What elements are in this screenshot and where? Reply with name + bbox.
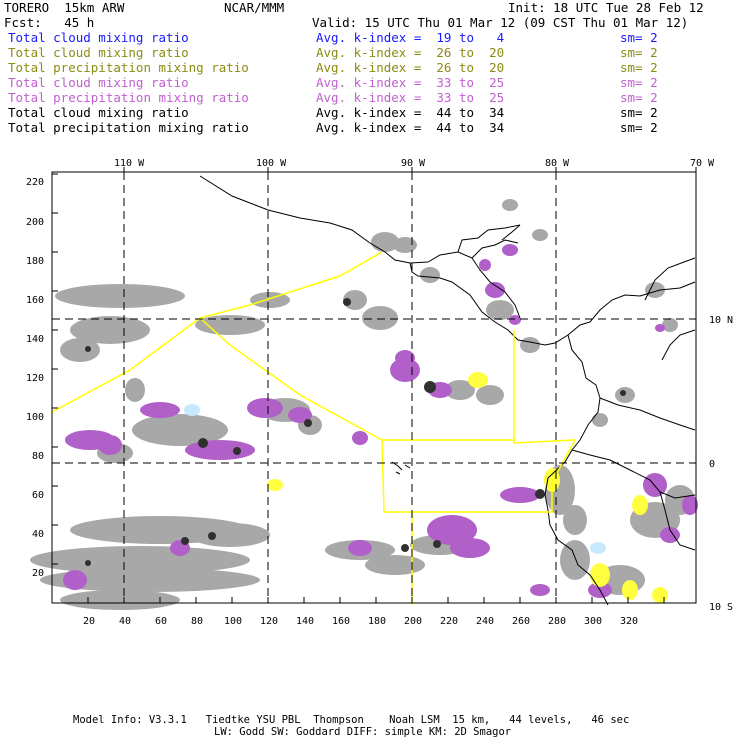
y-tick-label: 100 xyxy=(26,412,44,423)
y-tick-label: 160 xyxy=(26,295,44,306)
legend-kindex: Avg. k-index = 33 to 25 xyxy=(316,75,505,90)
valid-time: Valid: 15 UTC Thu 01 Mar 12 (09 CST Thu … xyxy=(312,15,689,30)
cloud-cores-dark xyxy=(85,298,626,566)
legend-sm: sm= 2 xyxy=(620,60,658,75)
y-tick-label: 20 xyxy=(32,568,44,579)
lon-label: 90 W xyxy=(401,158,426,169)
y-tick-label: 180 xyxy=(26,256,44,267)
lat-label: 10 N xyxy=(709,315,733,326)
lat-label: 10 S xyxy=(709,602,733,613)
organization: NCAR/MMM xyxy=(224,0,285,15)
x-tick-label: 140 xyxy=(296,616,314,627)
axis-ticks xyxy=(51,167,697,604)
x-tick-label: 60 xyxy=(155,616,167,627)
init-time: Init: 18 UTC Tue 28 Feb 12 xyxy=(508,0,704,15)
x-tick-label: 320 xyxy=(620,616,638,627)
x-tick-label: 200 xyxy=(404,616,422,627)
model-info-physics: LW: Godd SW: Goddard DIFF: simple KM: 2D… xyxy=(214,726,512,738)
legend-kindex: Avg. k-index = 26 to 20 xyxy=(316,45,505,60)
x-tick-label: 300 xyxy=(584,616,602,627)
cloud-fields-yellow xyxy=(267,372,668,603)
map-frame xyxy=(51,171,697,604)
model-name: TORERO 15km ARW xyxy=(4,0,125,15)
lon-label: 70 W xyxy=(690,158,715,169)
legend-sm: sm= 2 xyxy=(620,120,658,135)
legend-field: Total cloud mixing ratio xyxy=(8,30,189,45)
legend-kindex: Avg. k-index = 33 to 25 xyxy=(316,90,505,105)
legend-field: Total precipitation mixing ratio xyxy=(8,60,249,75)
y-tick-label: 220 xyxy=(26,177,44,188)
x-tick-label: 260 xyxy=(512,616,530,627)
x-tick-label: 120 xyxy=(260,616,278,627)
y-tick-label: 120 xyxy=(26,373,44,384)
x-tick-label: 40 xyxy=(119,616,131,627)
legend-field: Total cloud mixing ratio xyxy=(8,105,189,120)
x-tick-label: 280 xyxy=(548,616,566,627)
legend-sm: sm= 2 xyxy=(620,30,658,45)
y-tick-label: 40 xyxy=(32,529,44,540)
legend-kindex: Avg. k-index = 44 to 34 xyxy=(316,105,505,120)
y-tick-label: 60 xyxy=(32,490,44,501)
cloud-fields-lightblue xyxy=(184,404,606,554)
legend-field: Total precipitation mixing ratio xyxy=(8,120,249,135)
legend-sm: sm= 2 xyxy=(620,90,658,105)
forecast-hour: Fcst: 45 h xyxy=(4,15,95,30)
x-tick-label: 240 xyxy=(476,616,494,627)
y-tick-label: 80 xyxy=(32,451,44,462)
x-tick-label: 20 xyxy=(83,616,95,627)
legend-kindex: Avg. k-index = 19 to 4 xyxy=(316,30,505,45)
legend-field: Total cloud mixing ratio xyxy=(8,45,189,60)
lat-label: 0 xyxy=(709,459,715,470)
lon-label: 110 W xyxy=(114,158,145,169)
legend-sm: sm= 2 xyxy=(620,105,658,120)
legend-sm: sm= 2 xyxy=(620,75,658,90)
y-tick-label: 140 xyxy=(26,334,44,345)
x-tick-label: 220 xyxy=(440,616,458,627)
latlon-grid xyxy=(52,172,696,603)
model-info: Model Info: V3.3.1 Tiedtke YSU PBL Thomp… xyxy=(73,714,630,726)
lon-label: 100 W xyxy=(256,158,287,169)
y-tick-label: 200 xyxy=(26,217,44,228)
x-tick-label: 100 xyxy=(224,616,242,627)
x-tick-label: 80 xyxy=(191,616,203,627)
x-tick-label: 160 xyxy=(332,616,350,627)
coastlines xyxy=(199,175,696,606)
legend-kindex: Avg. k-index = 44 to 34 xyxy=(316,120,505,135)
lon-label: 80 W xyxy=(545,158,570,169)
legend-field: Total precipitation mixing ratio xyxy=(8,90,249,105)
legend-sm: sm= 2 xyxy=(620,45,658,60)
legend-field: Total cloud mixing ratio xyxy=(8,75,189,90)
x-tick-label: 180 xyxy=(368,616,386,627)
legend-kindex: Avg. k-index = 26 to 20 xyxy=(316,60,505,75)
